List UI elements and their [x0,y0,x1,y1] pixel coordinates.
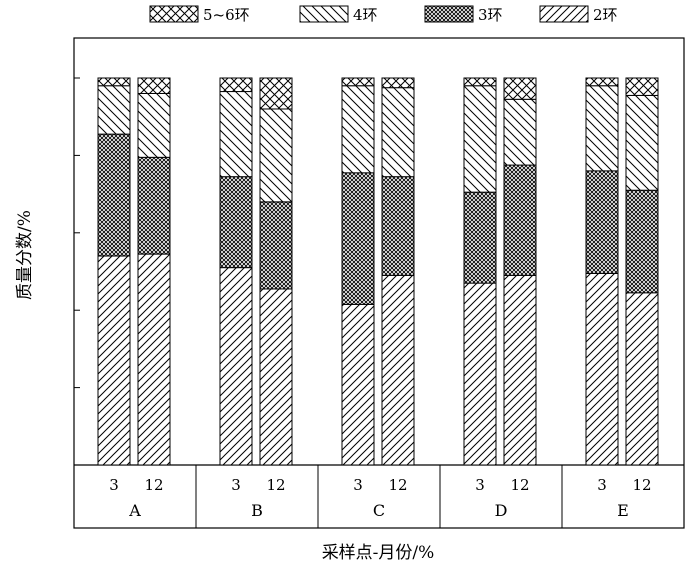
bar-segment [137,77,171,94]
bar-segment [625,189,659,294]
group-label: A [128,501,141,520]
bar-segment [381,77,415,89]
x-tick-label: 3 [475,476,485,494]
bar-segment [381,176,415,276]
x-tick-label: 12 [144,476,163,494]
legend-swatch [424,5,474,23]
bar-segment [137,156,171,255]
bar-segment [625,292,659,466]
bar-segment [219,91,253,178]
bar-segment [585,77,619,87]
group-label: B [251,501,263,520]
bar-segment [97,255,131,466]
bar-segment [503,164,537,276]
bar-segment [341,172,375,305]
bar-segment [341,85,375,174]
plot-border [73,37,685,529]
x-tick-label: 3 [109,476,119,494]
group-label: E [617,501,629,520]
bar-segment [585,272,619,466]
bar-segment [503,98,537,166]
bar-segment [625,94,659,191]
bar-segment [97,85,131,135]
group-label: D [495,501,508,520]
bar-segment [585,170,619,274]
legend-swatch [149,5,199,23]
bar-segment [259,288,293,466]
x-tick-label: 3 [231,476,241,494]
bar-segment [463,77,497,87]
bar-segment [97,77,131,87]
legend-label: 4环 [353,6,378,24]
bar-segment [503,77,537,100]
legend-label: 2环 [593,6,618,24]
legend-swatch [539,5,589,23]
bar-segment [341,303,375,466]
x-tick-label: 12 [510,476,529,494]
bar-segment [381,87,415,178]
bar-segment [341,77,375,87]
bar-segment [463,282,497,466]
plot-frame [73,37,685,529]
x-axis-label: 采样点-月份/% [322,543,435,563]
x-tick-label: 12 [632,476,651,494]
legend-label: 5~6环 [203,6,250,24]
x-tick-label: 3 [353,476,363,494]
bar-segment [219,77,253,93]
bar-segment [463,85,497,193]
legend-swatch [299,5,349,23]
bar-segment [259,108,293,203]
bar-segment [625,77,659,96]
x-tick-label: 3 [597,476,607,494]
x-tick-label: 12 [388,476,407,494]
legend-label: 3环 [478,6,503,24]
bar-series-group [97,77,659,466]
bar-segment [381,274,415,466]
bar-segment [219,267,253,466]
y-axis-label: 质量分数/% [15,210,35,300]
bar-segment [463,191,497,284]
bar-segment [259,201,293,290]
bar-segment [259,77,293,110]
bar-segment [97,133,131,257]
bar-segment [219,176,253,269]
bar-segment [585,85,619,172]
x-tick-label: 12 [266,476,285,494]
bar-segment [137,253,171,466]
group-label: C [373,501,385,520]
legend: 5~6环 4环 3环 2环 [149,5,618,24]
bar-segment [137,92,171,158]
bar-segment [503,274,537,466]
